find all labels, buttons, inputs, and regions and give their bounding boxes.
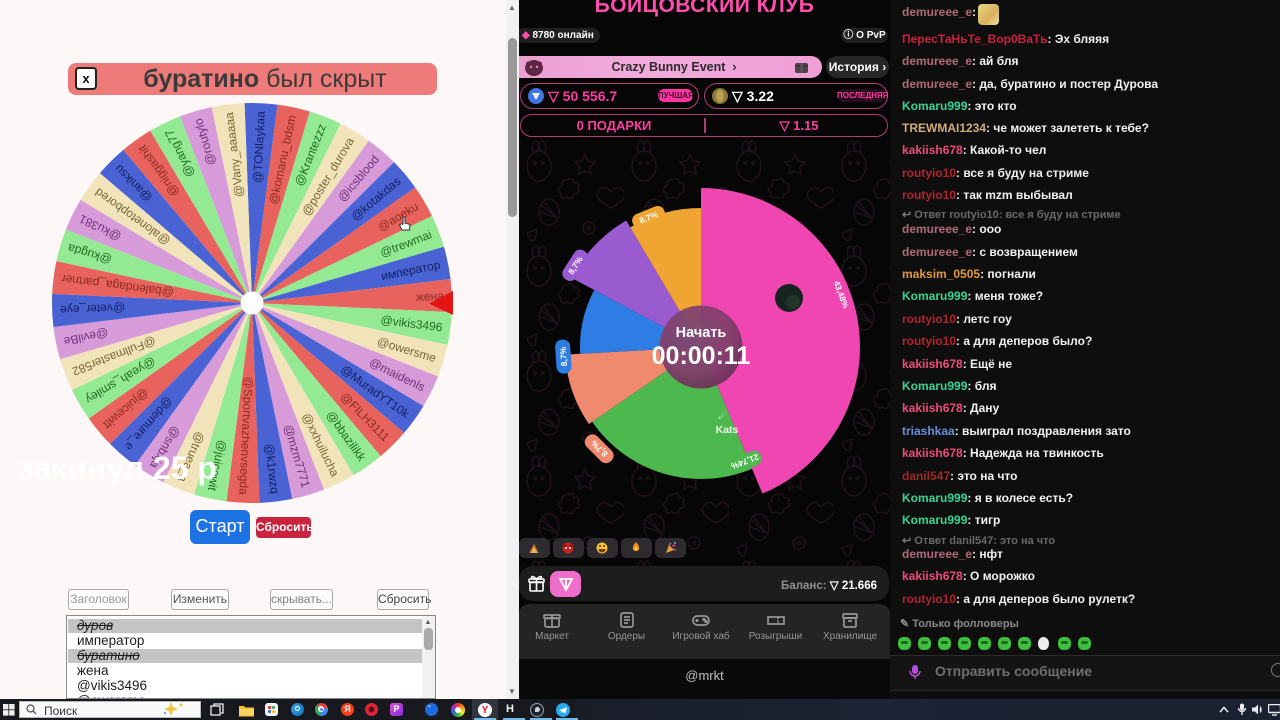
svg-text:@k1rwzq: @k1rwzq <box>262 443 282 495</box>
svg-text:Kats: Kats <box>716 424 739 436</box>
svg-text:8,7%: 8,7% <box>558 346 569 366</box>
svg-text:Начать: Начать <box>676 325 727 341</box>
svg-text:00:00:11: 00:00:11 <box>652 342 751 370</box>
svg-text:@veter_eye: @veter_eye <box>60 301 126 317</box>
svg-text:@TONlaykaa: @TONlaykaa <box>250 111 267 184</box>
svg-text:☄: ☄ <box>718 409 728 422</box>
svg-text:@Sportvazhenvsegda: @Sportvazhenvsegda <box>236 376 255 495</box>
